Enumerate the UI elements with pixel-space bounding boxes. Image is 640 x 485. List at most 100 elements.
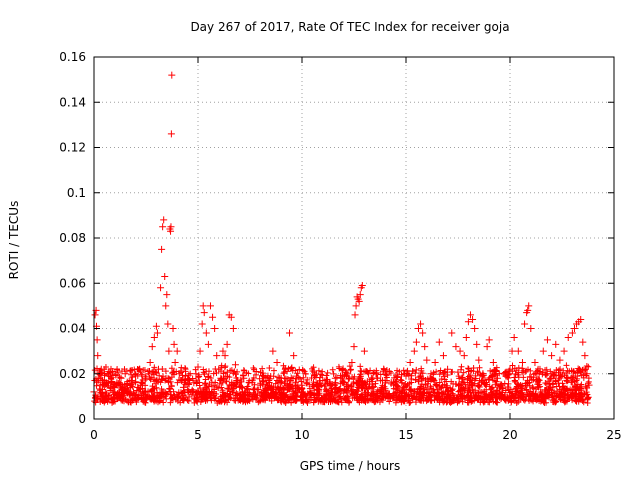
data-point: [412, 338, 420, 346]
data-point: [390, 381, 398, 389]
data-point: [164, 320, 172, 328]
data-point: [105, 372, 113, 380]
data-point: [475, 356, 483, 364]
data-point: [240, 374, 248, 382]
data-point: [192, 370, 200, 378]
data-point: [290, 352, 298, 360]
data-point: [229, 325, 237, 332]
data-point: [381, 377, 389, 385]
data-point: [107, 383, 115, 391]
data-point: [473, 340, 481, 348]
data-point: [273, 358, 281, 366]
data-point: [531, 358, 539, 366]
data-point: [158, 245, 166, 253]
data-point: [423, 356, 431, 364]
y-tick-label: 0.04: [59, 322, 86, 336]
data-point: [570, 325, 578, 332]
data-point: [160, 216, 168, 224]
data-point: [165, 347, 173, 355]
data-point: [182, 372, 190, 380]
data-point: [236, 383, 244, 391]
data-point: [355, 297, 363, 305]
data-point: [265, 377, 273, 385]
data-point: [350, 343, 358, 351]
data-point: [579, 338, 587, 346]
data-point: [188, 388, 196, 396]
data-point: [310, 372, 318, 380]
data-point: [281, 365, 289, 373]
data-point: [223, 340, 231, 348]
data-point: [498, 381, 506, 389]
y-tick-label: 0.12: [59, 141, 86, 155]
data-point: [125, 390, 133, 398]
data-point: [489, 358, 497, 366]
x-axis-label: GPS time / hours: [300, 459, 401, 473]
data-point: [556, 356, 564, 364]
data-point: [315, 386, 323, 394]
x-tick-label: 0: [90, 428, 98, 442]
data-point: [417, 320, 425, 328]
data-point: [356, 291, 364, 299]
x-tick-label: 15: [398, 428, 413, 442]
data-point: [323, 388, 331, 396]
data-point: [134, 383, 142, 391]
data-point: [494, 374, 502, 382]
data-point: [385, 367, 393, 375]
data-point: [286, 329, 294, 337]
data-point: [485, 336, 493, 344]
data-point: [231, 361, 239, 369]
data-point: [452, 343, 460, 351]
data-point: [111, 388, 119, 396]
data-point: [130, 388, 138, 396]
data-point: [244, 386, 252, 394]
data-point: [327, 381, 335, 389]
data-point: [170, 340, 178, 348]
data-point: [234, 377, 242, 385]
y-tick-label: 0: [78, 412, 86, 426]
data-point: [365, 370, 373, 378]
data-point: [421, 343, 429, 351]
data-point: [344, 370, 352, 378]
data-point: [435, 338, 443, 346]
data-point: [521, 320, 529, 328]
data-point: [564, 334, 572, 342]
data-point: [518, 358, 526, 366]
data-point: [479, 370, 487, 378]
grid: [94, 57, 614, 419]
data-point: [140, 388, 148, 396]
data-point: [209, 313, 217, 321]
data-point: [585, 381, 593, 389]
y-axis-label: ROTI / TECUs: [7, 201, 21, 280]
x-tick-label: 5: [194, 428, 202, 442]
data-point: [154, 365, 162, 373]
data-point: [269, 347, 277, 355]
data-point: [162, 302, 170, 310]
data-point: [439, 352, 447, 360]
data-point: [560, 347, 568, 355]
data-point: [98, 386, 106, 394]
data-point: [548, 352, 556, 360]
data-point: [402, 372, 410, 380]
data-point: [175, 370, 183, 378]
data-point: [190, 379, 198, 387]
data-point: [91, 311, 99, 319]
data-point: [168, 71, 176, 79]
data-point: [319, 377, 327, 385]
data-point: [394, 388, 402, 396]
data-point: [109, 367, 117, 375]
data-point: [206, 302, 214, 310]
data-point: [351, 311, 359, 319]
data-point: [377, 386, 385, 394]
data-point: [456, 347, 464, 355]
y-tick-label: 0.06: [59, 276, 86, 290]
y-tick-label: 0.08: [59, 231, 86, 245]
x-tick-label: 20: [502, 428, 517, 442]
data-point: [525, 302, 533, 310]
data-point: [360, 347, 368, 355]
data-point: [127, 377, 135, 385]
x-tick-label: 10: [294, 428, 309, 442]
data-point: [148, 343, 156, 351]
data-point: [581, 352, 589, 360]
data-point: [157, 284, 165, 292]
